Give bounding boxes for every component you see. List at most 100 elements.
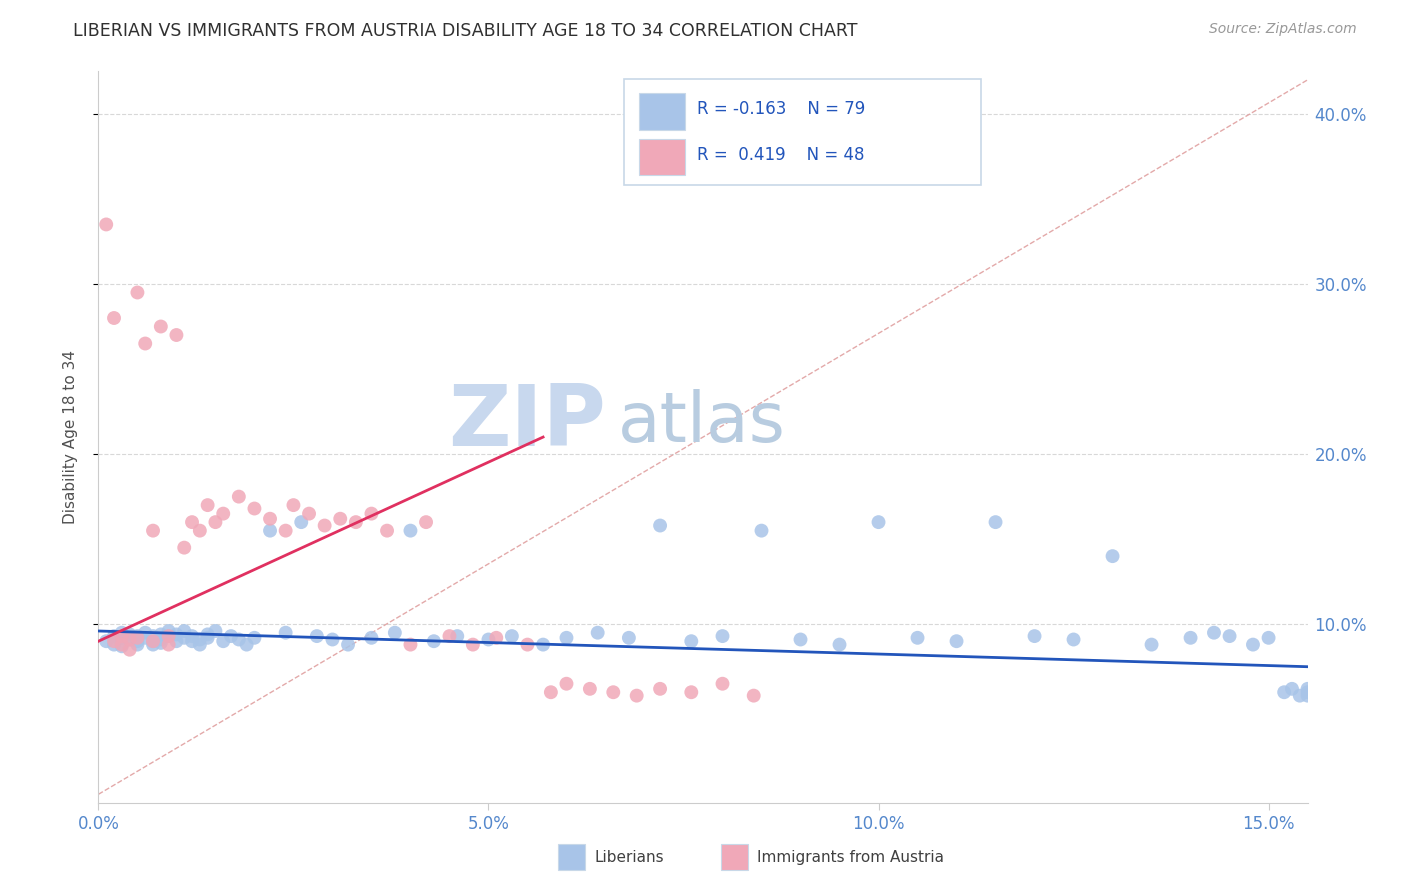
Point bbox=[127, 631, 149, 645]
Point bbox=[118, 632, 141, 647]
Point bbox=[461, 638, 484, 652]
Point bbox=[681, 634, 703, 648]
Point bbox=[1296, 685, 1319, 699]
Point bbox=[103, 638, 125, 652]
Point bbox=[274, 524, 297, 538]
Point bbox=[1063, 632, 1085, 647]
Bar bbox=[638, 94, 685, 130]
Text: atlas: atlas bbox=[619, 389, 786, 456]
Point bbox=[375, 524, 398, 538]
Point bbox=[149, 636, 172, 650]
Point bbox=[149, 632, 172, 647]
Point bbox=[360, 631, 382, 645]
Text: Immigrants from Austria: Immigrants from Austria bbox=[758, 850, 945, 865]
Point bbox=[314, 518, 336, 533]
Point bbox=[219, 629, 242, 643]
Point bbox=[181, 634, 204, 648]
Point bbox=[321, 632, 343, 647]
Point bbox=[1024, 629, 1046, 643]
Point bbox=[118, 632, 141, 647]
Point bbox=[142, 638, 165, 652]
Point bbox=[274, 625, 297, 640]
Point bbox=[165, 634, 187, 648]
Point bbox=[579, 681, 602, 696]
Point bbox=[134, 625, 156, 640]
Point bbox=[399, 524, 422, 538]
Point bbox=[648, 681, 671, 696]
Point bbox=[127, 638, 149, 652]
Point bbox=[142, 634, 165, 648]
Point bbox=[142, 524, 165, 538]
Point bbox=[384, 625, 406, 640]
Point bbox=[531, 638, 554, 652]
Point bbox=[945, 634, 967, 648]
Point bbox=[540, 685, 562, 699]
Point bbox=[103, 634, 125, 648]
Point bbox=[118, 642, 141, 657]
Point bbox=[103, 311, 125, 326]
Point bbox=[204, 515, 226, 529]
Point bbox=[173, 541, 195, 555]
Point bbox=[96, 634, 118, 648]
Point bbox=[681, 685, 703, 699]
Point bbox=[415, 515, 437, 529]
Point bbox=[742, 689, 765, 703]
Bar bbox=[721, 845, 748, 870]
Point bbox=[423, 634, 446, 648]
Point bbox=[555, 677, 578, 691]
Point bbox=[188, 524, 211, 538]
Point bbox=[1257, 631, 1279, 645]
FancyBboxPatch shape bbox=[624, 78, 981, 185]
Point bbox=[111, 631, 134, 645]
Text: LIBERIAN VS IMMIGRANTS FROM AUSTRIA DISABILITY AGE 18 TO 34 CORRELATION CHART: LIBERIAN VS IMMIGRANTS FROM AUSTRIA DISA… bbox=[73, 22, 858, 40]
Point bbox=[142, 634, 165, 648]
Point bbox=[111, 638, 134, 652]
Point bbox=[188, 632, 211, 647]
Point bbox=[181, 629, 204, 643]
Point bbox=[329, 512, 352, 526]
Point bbox=[127, 629, 149, 643]
Point bbox=[259, 524, 281, 538]
Point bbox=[984, 515, 1007, 529]
Text: Source: ZipAtlas.com: Source: ZipAtlas.com bbox=[1209, 22, 1357, 37]
Point bbox=[586, 625, 609, 640]
Text: R =  0.419    N = 48: R = 0.419 N = 48 bbox=[697, 146, 865, 164]
Point bbox=[134, 336, 156, 351]
Point bbox=[1296, 681, 1319, 696]
Point bbox=[446, 629, 468, 643]
Point bbox=[298, 507, 321, 521]
Point bbox=[149, 627, 172, 641]
Point bbox=[477, 632, 499, 647]
Point bbox=[111, 629, 134, 643]
Point bbox=[626, 689, 648, 703]
Point bbox=[173, 624, 195, 638]
Point bbox=[157, 638, 180, 652]
Point bbox=[181, 515, 204, 529]
Point bbox=[173, 631, 195, 645]
Point bbox=[142, 629, 165, 643]
Point bbox=[165, 627, 187, 641]
Point bbox=[868, 515, 890, 529]
Point bbox=[789, 632, 811, 647]
Point bbox=[96, 218, 118, 232]
Point bbox=[157, 624, 180, 638]
Point bbox=[111, 625, 134, 640]
Point bbox=[305, 629, 328, 643]
Point bbox=[439, 629, 461, 643]
Point bbox=[1202, 625, 1225, 640]
Y-axis label: Disability Age 18 to 34: Disability Age 18 to 34 bbox=[63, 350, 77, 524]
Point bbox=[648, 518, 671, 533]
Point bbox=[1180, 631, 1202, 645]
Point bbox=[602, 685, 624, 699]
Bar bbox=[558, 845, 585, 870]
Point bbox=[907, 631, 929, 645]
Point bbox=[828, 638, 851, 652]
Point bbox=[157, 629, 180, 643]
Point bbox=[516, 638, 538, 652]
Point bbox=[212, 634, 235, 648]
Point bbox=[344, 515, 367, 529]
Point bbox=[243, 631, 266, 645]
Point bbox=[1241, 638, 1264, 652]
Point bbox=[711, 629, 734, 643]
Point bbox=[555, 631, 578, 645]
